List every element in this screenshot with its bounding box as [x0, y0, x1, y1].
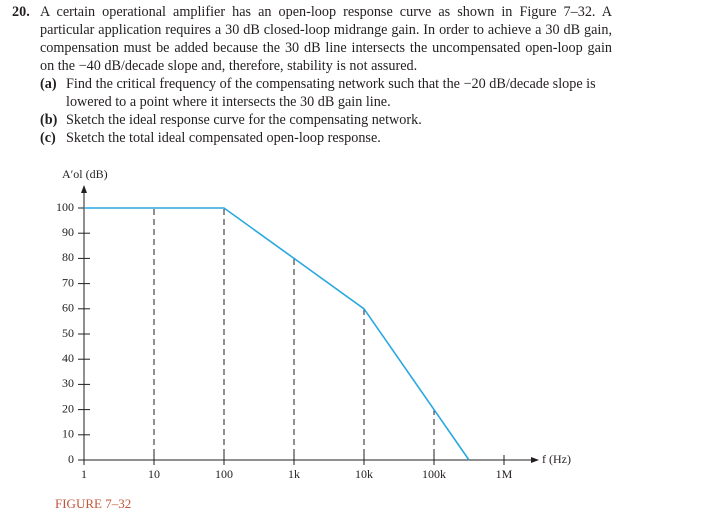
x-axis-label: f (Hz) [542, 452, 571, 466]
problem-item: (c) Sketch the total ideal compensated op… [40, 129, 612, 147]
y-tick-label: 20 [62, 401, 74, 415]
problem-item: (b) Sketch the ideal response curve for t… [40, 111, 612, 129]
y-tick-label: 10 [62, 427, 74, 441]
x-tick-label: 1M [496, 467, 513, 481]
response-line [84, 207, 470, 461]
x-tick-label: 100k [422, 467, 446, 481]
figure-caption: FIGURE 7–32 [55, 496, 131, 511]
item-label: (b) [40, 112, 58, 128]
y-axis-label: A′ol (dB) [62, 167, 108, 181]
item-text: Sketch the ideal response curve for the … [66, 112, 422, 128]
y-tick-label: 40 [62, 351, 74, 365]
x-tick-label: 1k [288, 467, 300, 481]
y-tick-label: 60 [62, 301, 74, 315]
y-tick-label: 30 [62, 376, 74, 390]
y-tick-label: 80 [62, 250, 74, 264]
problem-number: 20. [12, 4, 30, 20]
problem-text: A certain operational amplifier has an o… [40, 4, 612, 74]
x-tick-label: 1 [81, 467, 87, 481]
item-label: (a) [40, 76, 57, 92]
item-text: Find the critical frequency of the compe… [66, 76, 596, 110]
x-tick-label: 10k [355, 467, 373, 481]
problem-items: (a) Find the critical frequency of the co… [0, 75, 701, 147]
y-tick-label: 50 [62, 326, 74, 340]
y-tick-label: 100 [56, 200, 74, 214]
item-text: Sketch the total ideal compensated open-… [66, 130, 381, 146]
problem: 20. A certain operational amplifier has … [0, 3, 701, 147]
x-tick-label: 10 [148, 467, 160, 481]
y-tick-label: 90 [62, 225, 74, 239]
y-tick-label: 0 [68, 452, 74, 466]
x-tick-label: 100 [215, 467, 233, 481]
item-label: (c) [40, 130, 56, 146]
problem-item: (a) Find the critical frequency of the co… [40, 75, 612, 111]
y-tick-label: 70 [62, 275, 74, 289]
